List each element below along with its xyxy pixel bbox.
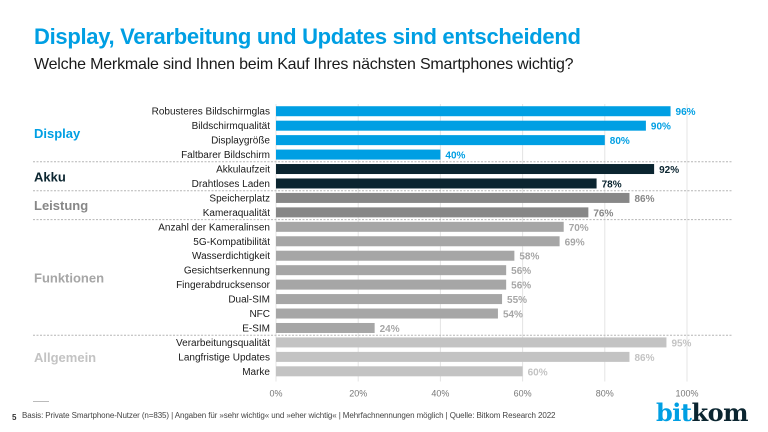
data-label: 90% [651, 122, 671, 133]
bar [276, 178, 597, 189]
data-label: 96% [676, 107, 696, 118]
group-label: Leistung [34, 198, 88, 213]
category-label: Marke [242, 367, 270, 378]
bar [276, 192, 630, 203]
logo-part-bit: bit [656, 398, 692, 427]
chart-subtitle: Welche Merkmale sind Ihnen beim Kauf Ihr… [34, 56, 574, 73]
data-label: 56% [511, 281, 531, 292]
data-label: 54% [503, 310, 523, 321]
group-label: Allgemein [34, 350, 96, 365]
category-label: Faltbarer Bildschirm [181, 150, 270, 161]
data-label: 86% [634, 194, 654, 205]
x-tick-label: 40% [431, 389, 449, 399]
data-label: 69% [565, 237, 585, 248]
category-label: Fingerabdrucksensor [176, 280, 271, 291]
category-label: Drahtloses Laden [192, 179, 270, 190]
category-label: Bildschirmqualität [192, 121, 271, 132]
category-label: Displaygröße [211, 136, 270, 147]
category-label: Kameraqualität [203, 208, 270, 219]
logo-part-kom: kom [691, 398, 749, 427]
data-label: 78% [602, 179, 622, 190]
category-label: NFC [249, 309, 270, 320]
data-label: 24% [380, 324, 400, 335]
group-label: Funktionen [34, 270, 104, 285]
data-label: 70% [569, 223, 589, 234]
chart-title: Display, Verarbeitung und Updates sind e… [34, 24, 581, 49]
bar [276, 236, 560, 247]
category-label: Wasserdichtigkeit [192, 251, 270, 262]
bar [276, 294, 503, 305]
bar [276, 120, 646, 131]
bar [276, 164, 655, 175]
data-label: 95% [671, 338, 691, 349]
data-label: 58% [519, 252, 539, 263]
page-number: 5 [12, 413, 17, 422]
data-label: 56% [511, 266, 531, 277]
bar [276, 308, 498, 319]
bar [276, 322, 375, 333]
category-label: Verarbeitungsqualität [176, 338, 270, 349]
bar [276, 221, 564, 232]
x-tick-label: 20% [349, 389, 367, 399]
category-label: Anzahl der Kameralinsen [158, 222, 270, 233]
x-tick-label: 100% [675, 389, 698, 399]
data-label: 55% [507, 295, 527, 306]
x-tick-label: 80% [596, 389, 614, 399]
category-label: Gesichtserkennung [184, 266, 270, 277]
category-label: Dual-SIM [228, 295, 270, 306]
bitkom-logo: bitkom [656, 398, 749, 427]
category-label: Speicherplatz [209, 193, 270, 204]
group-label: Display [34, 126, 81, 141]
source-footnote: Basis: Private Smartphone-Nutzer (n=835)… [22, 411, 556, 420]
category-label: Langfristige Updates [178, 352, 270, 363]
footer-divider [33, 401, 49, 402]
category-label: Robusteres Bildschirmglas [152, 107, 270, 118]
bar [276, 265, 507, 276]
bar [276, 351, 630, 362]
bar [276, 207, 589, 218]
data-label: 40% [445, 151, 465, 162]
bar [276, 135, 605, 146]
x-tick-label: 0% [269, 389, 282, 399]
bar [276, 279, 507, 290]
x-tick-label: 60% [514, 389, 532, 399]
bar [276, 366, 523, 377]
bar [276, 149, 441, 160]
data-label: 92% [659, 165, 679, 176]
bar [276, 106, 671, 117]
group-label: Akku [34, 169, 66, 184]
category-label: Akkulaufzeit [216, 165, 270, 176]
bar [276, 337, 667, 348]
category-label: 5G-Kompatibilität [193, 237, 270, 248]
data-label: 80% [610, 136, 630, 147]
category-label: E-SIM [242, 323, 270, 334]
data-label: 76% [593, 208, 613, 219]
data-label: 86% [634, 353, 654, 364]
data-label: 60% [528, 367, 548, 378]
bar [276, 250, 515, 261]
